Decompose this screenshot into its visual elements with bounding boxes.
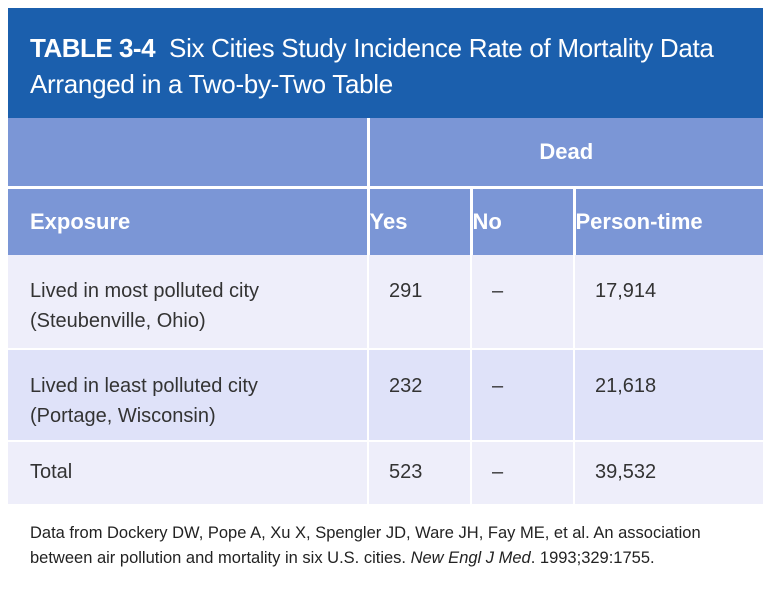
column-header-exposure: Exposure	[8, 186, 368, 255]
person-time-cell: 17,914	[572, 255, 764, 349]
footnote-citation: . 1993;329:1755.	[530, 549, 655, 567]
table-number-label: TABLE 3-4	[30, 33, 156, 63]
group-header-dead: Dead	[366, 118, 764, 188]
no-cell: –	[470, 255, 574, 349]
person-time-cell: 21,618	[572, 348, 764, 441]
footnote-journal: New Engl J Med	[410, 549, 531, 567]
person-time-cell: 39,532	[572, 440, 764, 504]
table-title-line-2: Arranged in a Two-by-Two Table	[30, 69, 393, 99]
exposure-line: Lived in most polluted city	[30, 280, 260, 302]
table-row: Lived in least polluted city (Portage, W…	[8, 348, 764, 441]
exposure-cell: Total	[8, 440, 368, 504]
table-title-bar: TABLE 3-4 Six Cities Study Incidence Rate…	[8, 8, 763, 118]
column-header-no: No	[469, 186, 574, 255]
exposure-cell: Lived in most polluted city (Steubenvill…	[8, 255, 368, 349]
yes-cell: 291	[367, 255, 471, 349]
source-footnote: Data from Dockery DW, Pope A, Xu X, Spen…	[30, 521, 750, 571]
yes-cell: 523	[367, 440, 471, 504]
table-title-line-1: TABLE 3-4 Six Cities Study Incidence Rate…	[30, 30, 743, 66]
footnote-text: Data from Dockery DW, Pope A, Xu X, Spen…	[30, 524, 701, 567]
exposure-line: Lived in least polluted city	[30, 375, 258, 397]
no-cell: –	[470, 348, 574, 441]
table-row-total: Total 523 – 39,532	[8, 440, 764, 504]
exposure-line: (Steubenville, Ohio)	[30, 310, 206, 332]
data-table: Dead Exposure Yes No Person-time Lived i…	[8, 118, 764, 504]
group-header-empty	[8, 118, 368, 188]
table-row: Lived in most polluted city (Steubenvill…	[8, 255, 764, 349]
group-header-row: Dead	[8, 118, 764, 188]
table-title-text: Six Cities Study Incidence Rate of Morta…	[169, 33, 714, 63]
exposure-line: (Portage, Wisconsin)	[30, 405, 216, 427]
column-header-yes: Yes	[366, 186, 471, 255]
yes-cell: 232	[367, 348, 471, 441]
exposure-cell: Lived in least polluted city (Portage, W…	[8, 348, 368, 441]
column-header-person-time: Person-time	[572, 186, 764, 255]
column-header-row: Exposure Yes No Person-time	[8, 186, 764, 255]
no-cell: –	[470, 440, 574, 504]
